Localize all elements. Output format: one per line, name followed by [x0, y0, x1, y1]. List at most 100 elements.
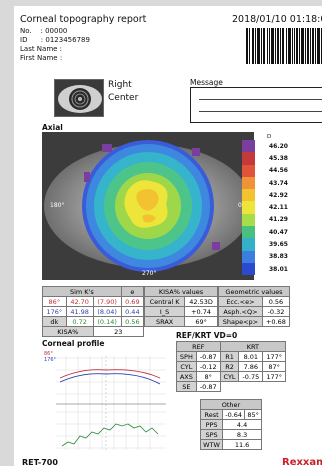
geometric-row-label: Ecc.<e>	[218, 296, 263, 307]
scale-row: 46.20	[242, 140, 316, 153]
simk-axis: dk	[42, 316, 67, 327]
axial-map: 180° 0° 270°	[42, 132, 254, 280]
axis-bottom-label: 270°	[142, 270, 157, 277]
scale-swatch	[242, 213, 255, 227]
ref-header: REF	[176, 341, 221, 352]
scale-row: 39.65	[242, 238, 316, 251]
refkrt-title: REF/KRT VD=0	[176, 331, 238, 340]
scale-swatch	[242, 238, 255, 251]
scale-value: 38.83	[269, 253, 288, 261]
report-title: Corneal topography report	[20, 14, 147, 25]
simk-row: 176° 41.98 (8.04) 0.44	[42, 306, 145, 317]
geometric-row-value: 0.56	[261, 296, 291, 307]
axis-left-label: 180°	[50, 202, 65, 209]
scale-swatch	[242, 250, 255, 263]
simk-header: Sim K's	[42, 286, 122, 297]
report-page: Corneal topography report 2018/01/10 01:…	[14, 6, 322, 466]
simk-row: dk 0.72 (0.14) 0.56	[42, 316, 145, 327]
ref-value: -0.87	[195, 381, 221, 392]
simk-e: 0.69	[120, 296, 145, 307]
simk-k: 0.72	[65, 316, 94, 327]
krt-header: KRT	[219, 341, 287, 352]
kisa-row-label: SRAX	[143, 316, 186, 327]
geometric-table: Geometric values Ecc.<e> 0.56 Asph.<Q> -0.…	[218, 286, 291, 327]
scale-value: 43.74	[269, 179, 288, 187]
scale-swatch	[242, 152, 255, 165]
device-model: RET-700	[22, 458, 58, 466]
scale-swatch	[242, 189, 255, 202]
message-label: Message	[190, 78, 223, 87]
scale-swatch	[242, 262, 255, 276]
ref-label: AXS	[176, 371, 197, 382]
krt-value: -0.75	[238, 371, 264, 382]
axial-label: Axial	[42, 123, 63, 132]
scale-value: 40.47	[269, 228, 288, 236]
simk-k: 42.70	[65, 296, 94, 307]
simk-e: 0.56	[120, 316, 145, 327]
eye-side: Right	[108, 80, 132, 90]
other-axis: 85°	[244, 409, 262, 420]
brand-logo: Rexxam	[282, 457, 322, 466]
krt-axis: 177°	[262, 371, 286, 382]
geometric-row-label: Asph.<Q>	[218, 306, 263, 317]
scale-value: 42.11	[269, 204, 288, 212]
simk-k: 41.98	[65, 306, 94, 317]
scale-value: 39.65	[269, 241, 288, 249]
krt-label: R1	[219, 351, 240, 362]
geometric-row-value: -0.32	[261, 306, 291, 317]
kisa-row-value: 69°	[184, 316, 218, 327]
kisa-row-label: Central K	[143, 296, 186, 307]
scale-value: 44.56	[269, 167, 288, 175]
kisa-row-value: 42.53D	[184, 296, 218, 307]
scale-unit: D	[267, 134, 272, 140]
krt-value: 8.01	[238, 351, 264, 362]
simk-axis: 176°	[42, 306, 67, 317]
report-datetime: 2018/01/10 01:18:0	[232, 14, 322, 25]
scale-row: 43.74	[242, 176, 316, 190]
profile-legend-b: 176°	[44, 357, 57, 363]
ref-label: SPH	[176, 351, 197, 362]
geometric-row-label: Shape<p>	[218, 316, 263, 327]
ref-label: SE	[176, 381, 197, 392]
scale-swatch	[242, 140, 255, 153]
ref-value: 8°	[195, 371, 221, 382]
krt-value: 7.86	[238, 361, 264, 372]
corneal-profile-chart	[42, 348, 170, 453]
krt-axis: 177°	[262, 351, 286, 362]
simk-r: (7.90)	[92, 296, 122, 307]
patient-last-name: Last Name :	[20, 45, 63, 53]
eye-fixation: Center	[108, 93, 139, 103]
axis-right-label: 0°	[238, 202, 245, 209]
simk-table: Sim K's e 86° 42.70 (7.90) 0.69 176° 41.…	[42, 286, 145, 337]
scale-value: 46.20	[269, 142, 288, 150]
geometric-header: Geometric values	[218, 286, 290, 297]
kisa-row-label: I_S	[143, 306, 186, 317]
scale-row: 45.38	[242, 152, 316, 165]
barcode	[246, 28, 322, 64]
other-value: 4.4	[222, 419, 262, 430]
other-label: Rest	[199, 409, 224, 420]
simk-r: (8.04)	[92, 306, 122, 317]
ref-value: -0.87	[195, 351, 221, 362]
scale-row: 40.47	[242, 226, 316, 239]
scale-row: 42.11	[242, 201, 316, 214]
scale-swatch	[242, 226, 255, 239]
scale-row: 41.29	[242, 213, 316, 227]
color-scale: 46.20 45.38 44.56 43.74 42.92 42.11 41.29 40.47…	[242, 140, 316, 276]
scale-row: 42.92	[242, 189, 316, 202]
krt-label: CYL	[219, 371, 240, 382]
krt-axis: 87°	[262, 361, 286, 372]
scale-value: 38.01	[269, 265, 288, 273]
patient-first-name: First Name :	[20, 54, 63, 62]
scale-swatch	[242, 164, 255, 177]
patient-id: ID : 0123456789	[20, 36, 90, 44]
scale-swatch	[242, 176, 255, 190]
other-label: PPS	[199, 419, 224, 430]
simk-r: (0.14)	[92, 316, 122, 327]
eye-thumbnail	[54, 79, 104, 117]
ref-value: -0.12	[195, 361, 221, 372]
simk-axis: 86°	[42, 296, 67, 307]
refkrt-table: REF KRT SPH -0.87 R1 8.01 177° CYL -0.12 R2 7.8…	[176, 341, 287, 392]
corneal-profile-label: Corneal profile	[42, 339, 105, 348]
kisa-value: 23	[92, 326, 145, 337]
